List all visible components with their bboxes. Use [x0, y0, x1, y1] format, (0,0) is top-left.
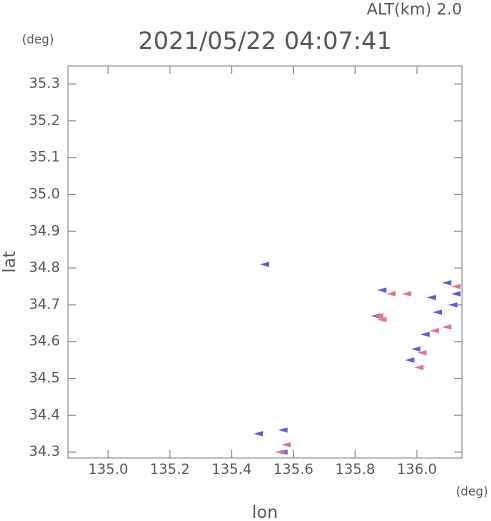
x-tick-label: 135.4 — [212, 462, 252, 478]
wind-point — [451, 291, 461, 297]
wind-point — [420, 331, 430, 337]
wind-point — [417, 350, 427, 356]
wind-point — [441, 324, 452, 330]
wind-point — [441, 280, 452, 286]
x-tick-label: 135.2 — [150, 462, 190, 478]
wind-point — [377, 316, 387, 323]
y-tick-label: 35.1 — [29, 150, 60, 166]
y-tick-label: 34.9 — [29, 223, 60, 239]
x-tick-label: 136.0 — [397, 462, 437, 478]
x-tick-label: 135.6 — [273, 462, 313, 478]
wind-point — [281, 442, 291, 448]
plot-frame — [67, 65, 463, 459]
wind-point — [253, 431, 263, 437]
x-unit: (deg) — [456, 485, 488, 499]
wind-point — [426, 294, 436, 301]
wind-point — [259, 261, 270, 268]
y-tick-label: 34.3 — [29, 444, 60, 460]
chart-subtitle: ALT(km) 2.0 — [367, 0, 462, 19]
wind-point — [448, 302, 458, 308]
y-tick-label: 35.3 — [29, 76, 60, 92]
x-axis-label: lon — [252, 503, 278, 521]
wind-point — [451, 283, 461, 290]
wind-point — [278, 427, 288, 433]
y-tick-label: 35.2 — [29, 113, 60, 129]
y-tick-label: 34.4 — [29, 407, 60, 423]
wind-point — [411, 346, 421, 352]
x-tick-label: 135.0 — [88, 462, 128, 478]
wind-point — [386, 291, 396, 297]
y-tick-label: 34.8 — [29, 260, 60, 276]
x-tick-label: 135.8 — [335, 462, 375, 478]
chart-title: 2021/05/22 04:07:41 — [138, 27, 392, 55]
y-tick-label: 34.5 — [29, 370, 60, 386]
wind-point — [404, 357, 415, 363]
wind-point — [275, 449, 285, 455]
y-axis-label: lat — [0, 251, 20, 273]
y-tick-label: 35.0 — [29, 186, 60, 202]
y-unit: (deg) — [22, 33, 54, 47]
wind-point — [432, 309, 443, 315]
y-tick-label: 34.7 — [29, 297, 60, 313]
wind-point — [374, 313, 384, 319]
wind-point — [429, 327, 439, 334]
wind-point — [414, 364, 424, 371]
wind-point — [401, 291, 412, 297]
y-tick-label: 34.6 — [29, 334, 60, 350]
wind-point — [377, 287, 387, 293]
